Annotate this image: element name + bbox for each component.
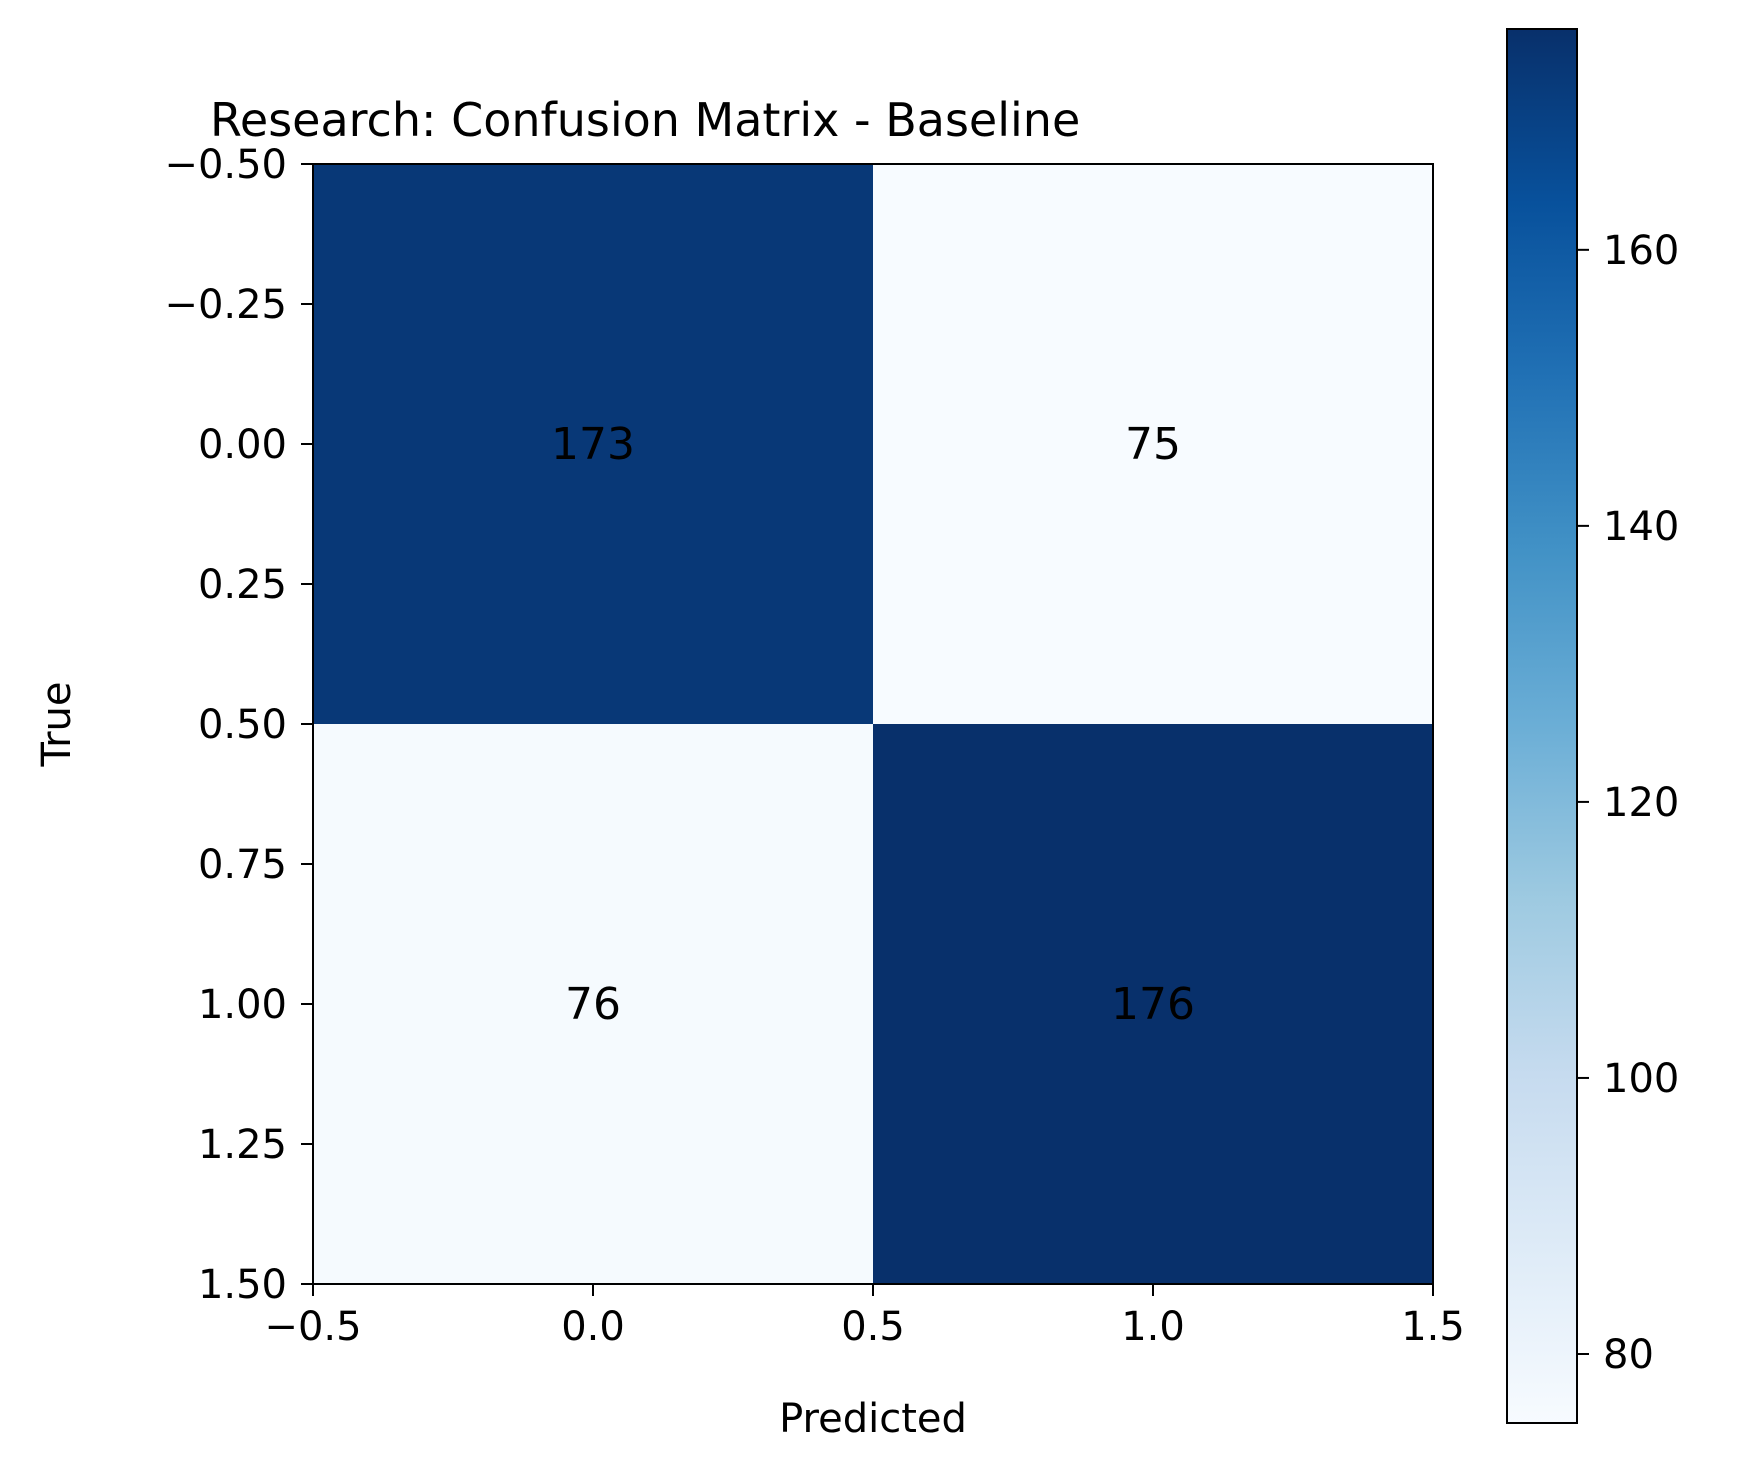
y-tick-label: −0.50 <box>164 142 287 188</box>
heatmap-cells <box>313 164 1433 1284</box>
y-tick-label: 0.75 <box>198 842 287 888</box>
y-tick-label: 1.00 <box>198 982 287 1028</box>
heatmap-cell-r1-c1 <box>873 724 1433 1284</box>
heatmap-cell-r0-c0 <box>313 164 873 724</box>
y-tick-label: 0.50 <box>198 702 287 748</box>
y-tick-label: 1.50 <box>198 1262 287 1308</box>
x-tick-label: 1.5 <box>1401 1304 1465 1350</box>
cell-value-r1-c1: 176 <box>1111 979 1195 1030</box>
colorbar-tick-label: 140 <box>1603 504 1679 550</box>
colorbar-tick-label: 80 <box>1603 1332 1654 1378</box>
heatmap-cell-labels: 173 75 76 176 <box>551 419 1195 1030</box>
cell-value-r1-c0: 76 <box>565 979 621 1030</box>
heatmap-cell-r0-c1 <box>873 164 1433 724</box>
y-axis: −0.50 −0.25 0.00 0.25 0.50 0.75 1.00 1.25 1.50 <box>164 142 313 1308</box>
x-tick-label: 0.0 <box>561 1304 625 1350</box>
x-axis-title: Predicted <box>779 1396 967 1442</box>
colorbar <box>1506 28 1578 1424</box>
y-tick-label: 0.00 <box>198 422 287 468</box>
colorbar-axis: 80 100 120 140 160 <box>1577 228 1679 1378</box>
y-tick-label: −0.25 <box>164 282 287 328</box>
y-tick-label: 1.25 <box>198 1122 287 1168</box>
x-tick-label: −0.5 <box>264 1304 361 1350</box>
colorbar-tick-label: 160 <box>1603 228 1679 274</box>
cell-value-r0-c0: 173 <box>551 419 635 470</box>
x-axis: −0.5 0.0 0.5 1.0 1.5 <box>264 1284 1465 1350</box>
x-tick-label: 0.5 <box>841 1304 905 1350</box>
y-tick-label: 0.25 <box>198 562 287 608</box>
chart-title: Research: Confusion Matrix - Baseline <box>210 93 1080 147</box>
colorbar-tick-label: 120 <box>1603 780 1679 826</box>
colorbar-tick-label: 100 <box>1603 1056 1679 1102</box>
heatmap-cell-r1-c0 <box>313 724 873 1284</box>
x-tick-label: 1.0 <box>1121 1304 1185 1350</box>
y-axis-title: True <box>34 682 80 768</box>
cell-value-r0-c1: 75 <box>1125 419 1181 470</box>
